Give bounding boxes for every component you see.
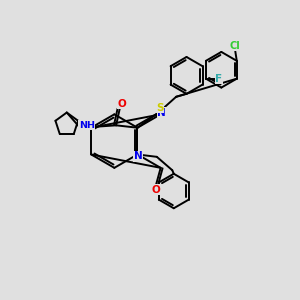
Text: Cl: Cl (230, 41, 241, 51)
Text: NH: NH (79, 121, 95, 130)
Text: O: O (117, 99, 126, 109)
Text: S: S (156, 103, 164, 113)
Text: F: F (215, 74, 223, 84)
Text: N: N (157, 108, 166, 118)
Text: O: O (151, 184, 160, 194)
Text: N: N (134, 151, 143, 161)
